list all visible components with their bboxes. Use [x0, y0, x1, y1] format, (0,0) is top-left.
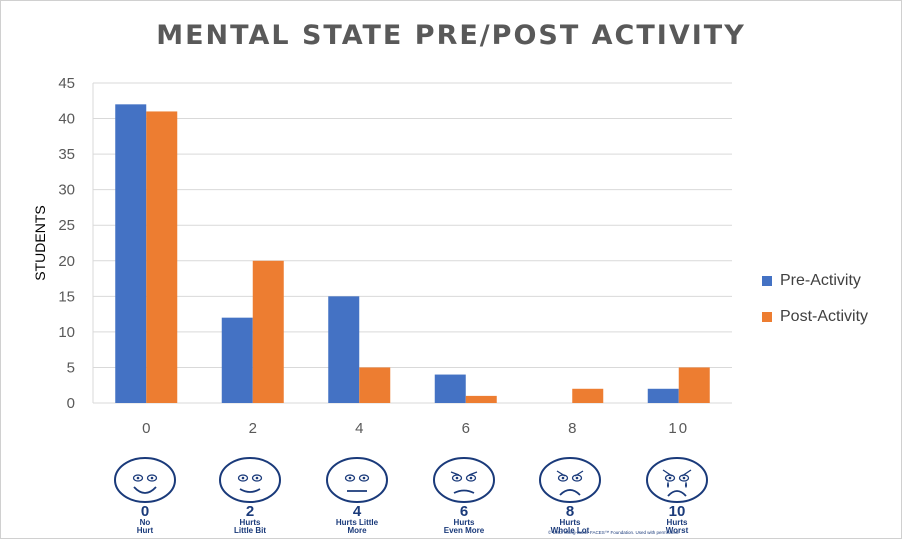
y-tick-label: 25	[58, 217, 75, 234]
chart-legend: Pre-Activity Post-Activity	[762, 272, 868, 344]
bar-pre-4	[328, 296, 360, 403]
face-8: 8 Hurts Whole Lot	[528, 455, 612, 535]
frown-face-icon	[433, 457, 495, 503]
smiling-face-icon	[114, 457, 176, 503]
face-label-line2: Worst	[665, 526, 689, 535]
face-label-line1: Hurts	[666, 518, 688, 527]
bar-post-2	[252, 260, 284, 403]
x-tick-label: 6	[462, 420, 470, 437]
y-tick-label: 20	[58, 253, 75, 270]
face-number: 0	[140, 503, 150, 520]
neutral-face-icon	[326, 457, 388, 503]
face-label-line2: Even More	[443, 526, 485, 535]
face-4: 4 Hurts Little More	[315, 455, 399, 535]
y-tick-label: 5	[67, 359, 75, 376]
chart-title: MENTAL STATE PRE/POST ACTIVITY	[156, 20, 746, 51]
bar-pre-6	[434, 374, 466, 403]
face-number: 8	[565, 503, 575, 520]
crying-face-icon	[646, 457, 708, 503]
face-number: 10	[668, 503, 686, 520]
chart-plot: 0 5 10 15 20 25 30 35 40 45 STUDENTS 0 2 4 6 8 10	[32, 75, 732, 437]
y-axis-title: STUDENTS	[32, 205, 48, 280]
face-6: 6 Hurts Even More	[422, 455, 506, 535]
y-tick-label: 30	[58, 182, 75, 199]
legend-label-post: Post-Activity	[780, 308, 869, 325]
bar-post-4	[359, 367, 391, 403]
y-tick-label: 45	[58, 75, 75, 92]
legend-item-pre: Pre-Activity	[762, 272, 868, 290]
bar-post-8	[572, 388, 604, 403]
face-label-line1: Hurts	[453, 518, 475, 527]
bar-post-6	[465, 395, 497, 403]
y-tick-label: 10	[58, 324, 75, 341]
sad-face-icon	[539, 457, 601, 503]
face-label-line2: Whole Lot	[550, 526, 590, 535]
face-number: 2	[245, 503, 255, 520]
legend-label-pre: Pre-Activity	[780, 272, 861, 289]
face-10: 10 Hurts Worst	[635, 455, 719, 535]
bar-post-0	[146, 111, 178, 403]
face-label-line1: Hurts Little	[335, 518, 379, 527]
face-label-line2: Hurt	[136, 526, 154, 535]
face-label-line2: More	[347, 526, 367, 535]
slight-smile-face-icon	[219, 457, 281, 503]
legend-item-post: Post-Activity	[762, 308, 868, 326]
y-tick-label: 15	[58, 288, 75, 305]
y-tick-label: 35	[58, 146, 75, 163]
bar-post-10	[678, 367, 710, 403]
bar-pre-2	[221, 317, 253, 403]
x-tick-label: 0	[142, 420, 150, 437]
y-tick-label: 0	[67, 395, 75, 412]
x-tick-label: 4	[355, 420, 363, 437]
y-tick-label: 40	[58, 111, 75, 128]
legend-swatch-pre	[762, 276, 772, 286]
face-label-line1: Hurts	[559, 518, 581, 527]
x-tick-label: 10	[668, 420, 689, 437]
face-number: 4	[352, 503, 362, 520]
bar-pre-0	[115, 104, 147, 403]
legend-swatch-post	[762, 312, 772, 322]
bar-pre-10	[647, 388, 679, 403]
face-number: 6	[459, 503, 469, 520]
face-0: 0 No Hurt	[103, 455, 187, 535]
face-2: 2 Hurts Little Bit	[208, 455, 292, 535]
copyright-notice: © 1983 Wong-Baker FACES™ Foundation. Use…	[548, 530, 680, 535]
face-label-line2: Little Bit	[234, 526, 266, 535]
face-label-line1: Hurts	[239, 518, 261, 527]
face-label-line1: No	[139, 518, 151, 527]
pain-face-scale: 0 No Hurt 2 Hurts Little Bit 4 Hurts Little More…	[95, 455, 735, 539]
x-tick-label: 2	[249, 420, 257, 437]
x-tick-label: 8	[568, 420, 576, 437]
